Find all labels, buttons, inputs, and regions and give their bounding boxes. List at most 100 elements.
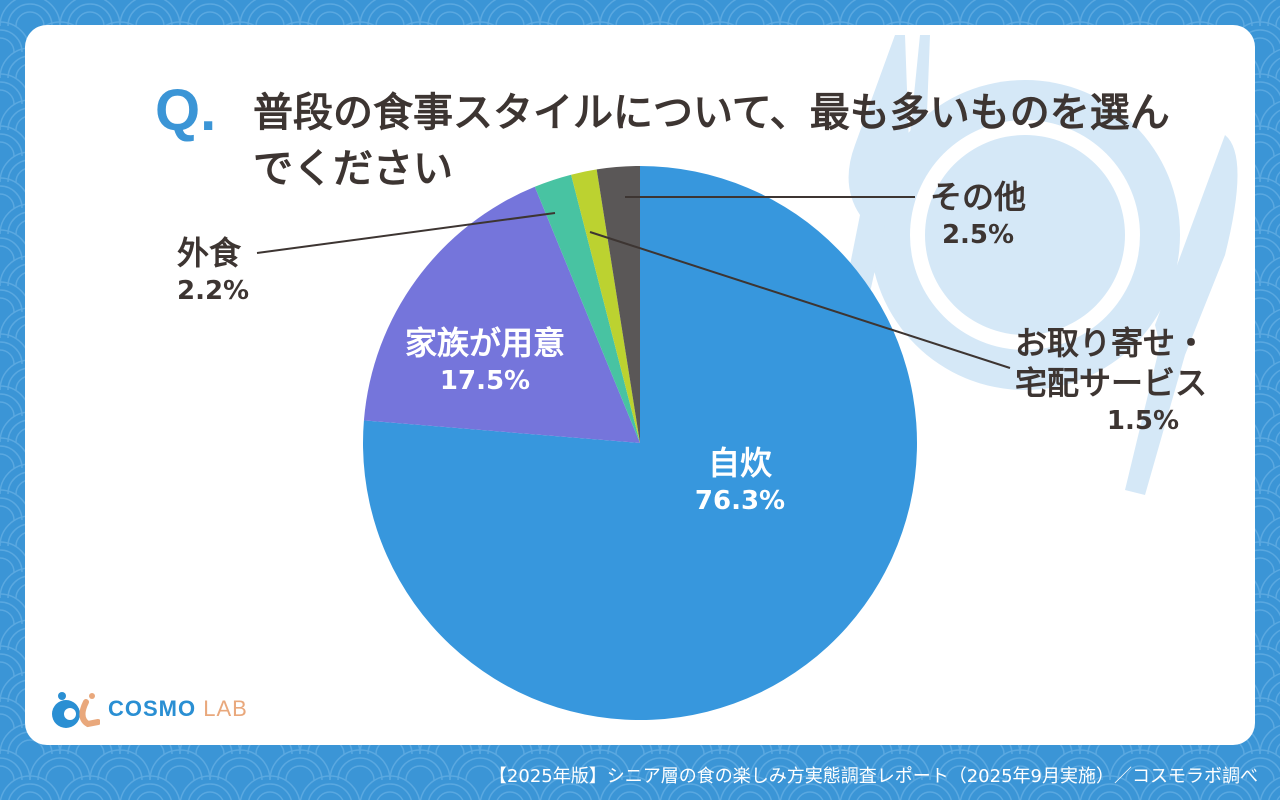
wave-arc (376, 791, 404, 800)
wave-arc (847, 3, 893, 27)
wave-arc (0, 185, 23, 209)
wave-arc (547, 3, 593, 27)
wave-arc (1199, 0, 1261, 27)
wave-arc (239, 775, 301, 800)
wave-arc (839, 0, 901, 27)
wave-arc (735, 11, 765, 27)
wave-arc (0, 393, 23, 417)
wave-arc (548, 783, 592, 800)
wave-arc (457, 757, 503, 781)
wave-arc (315, 11, 345, 27)
wave-arc (667, 3, 713, 27)
wave-arc (856, 791, 884, 800)
wave-arc (1036, 791, 1064, 800)
wave-arc (0, 765, 15, 781)
wave-arc (1259, 204, 1280, 235)
wave-arc (307, 3, 353, 27)
wave-arc (0, 557, 15, 573)
wave-arc (465, 765, 495, 781)
wave-arc (0, 37, 15, 53)
logo-sub: LAB (203, 696, 248, 721)
wave-arc (975, 11, 1005, 27)
wave-arc (0, 237, 23, 261)
wave-arc (959, 775, 1021, 800)
wave-arc (1019, 775, 1081, 800)
wave-arc (247, 3, 293, 27)
wave-arc (757, 757, 803, 781)
wave-arc (449, 749, 511, 781)
wave-arc (1259, 0, 1277, 27)
wave-arc (676, 791, 704, 800)
wave-arc (779, 775, 841, 800)
wave-arc (8, 783, 52, 800)
wave-arc (0, 453, 15, 469)
wave-arc (419, 775, 481, 800)
wave-arc (1109, 749, 1171, 781)
wave-arc (0, 601, 23, 625)
wave-arc (1237, 757, 1280, 781)
label-name: 外食 (177, 234, 242, 272)
slice-label-jisui: 自炊 76.3% (680, 443, 800, 519)
wave-arc (1267, 265, 1280, 287)
wave-arc (719, 775, 781, 800)
pie-slice-0 (362, 166, 917, 721)
wave-arc (1267, 213, 1280, 235)
wave-arc (1268, 785, 1280, 800)
wave-arc (0, 661, 15, 677)
wave-arc (256, 791, 284, 800)
wave-arc (1267, 733, 1280, 755)
wave-arc (1035, 11, 1065, 27)
wave-arc (1207, 3, 1253, 27)
wave-arc (135, 11, 165, 27)
wave-arc (1259, 464, 1280, 495)
wave-arc (855, 11, 885, 27)
wave-arc (285, 765, 315, 781)
label-name: 自炊 (707, 444, 772, 482)
wave-arc (689, 749, 751, 781)
wave-arc (1087, 3, 1133, 27)
label-pct: 1.5% (1106, 406, 1180, 436)
wave-arc (1259, 412, 1280, 443)
wave-arc (76, 791, 104, 800)
wave-arc (0, 775, 61, 800)
wave-arc (255, 11, 285, 27)
wave-arc (75, 11, 105, 27)
wave-arc (839, 775, 901, 800)
wave-arc (1088, 783, 1132, 800)
wave-arc (488, 783, 532, 800)
wave-arc (1259, 256, 1280, 287)
wave-arc (728, 783, 772, 800)
wave-arc (517, 757, 563, 781)
wave-arc (1148, 783, 1192, 800)
wave-arc (0, 297, 15, 313)
wave-arc (719, 0, 781, 27)
wave-arc (945, 765, 975, 781)
wave-arc (1267, 369, 1280, 391)
wave-arc (899, 775, 961, 800)
wave-arc (119, 0, 181, 27)
wave-arc (89, 749, 151, 781)
wave-arc (608, 783, 652, 800)
wave-arc (195, 11, 225, 27)
wave-arc (479, 775, 541, 800)
wave-arc (509, 749, 571, 781)
wave-arc (968, 783, 1012, 800)
wave-arc (1208, 783, 1252, 800)
wave-arc (397, 757, 443, 781)
label-pct: 17.5% (439, 366, 531, 396)
wave-arc (0, 549, 23, 573)
wave-arc (196, 791, 224, 800)
wave-arc (179, 0, 241, 27)
wave-arc (496, 791, 524, 800)
wave-arc (0, 289, 23, 313)
wave-arc (128, 783, 172, 800)
cosmo-lab-logo: COSMO LAB (48, 688, 248, 730)
wave-arc (495, 11, 525, 27)
wave-arc (1177, 757, 1223, 781)
wave-arc (1139, 0, 1201, 27)
wave-arc (487, 3, 533, 27)
wave-arc (0, 757, 23, 781)
wave-arc (1095, 11, 1125, 27)
wave-arc (16, 791, 44, 800)
pie-slice-1 (363, 186, 640, 444)
